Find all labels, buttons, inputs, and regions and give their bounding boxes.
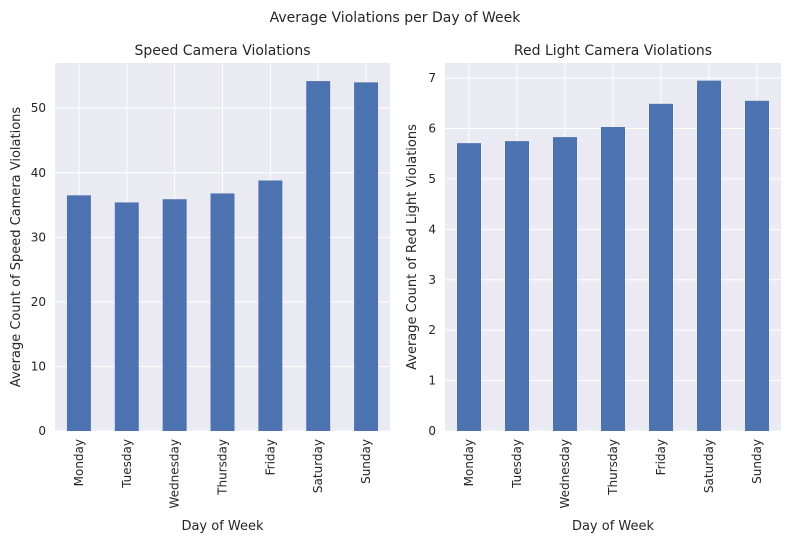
x-tick-label: Friday — [654, 439, 668, 475]
y-tick-label: 0 — [428, 424, 436, 438]
x-tick-label: Monday — [462, 439, 476, 486]
x-tick-label: Monday — [72, 439, 86, 486]
y-tick-label: 10 — [31, 359, 46, 373]
y-axis-label: Average Count of Speed Camera Violations — [9, 107, 24, 388]
x-tick-label: Thursday — [606, 439, 620, 496]
chart-title: Red Light Camera Violations — [514, 43, 712, 59]
x-tick-label: Thursday — [216, 439, 230, 496]
bar-monday — [457, 143, 481, 431]
bar-sunday — [745, 100, 769, 431]
y-tick-label: 5 — [428, 172, 436, 186]
chart-panel-2: 0 1 2 3 4 5 6 7 Monday Tuesday Wednesday Thursday Fr… — [405, 43, 781, 534]
y-tick-label: 30 — [31, 230, 46, 244]
bar-thursday — [601, 127, 625, 432]
chart-panel-1: 0 10 20 30 40 50 Monday Tuesday Wednesday Thursda… — [9, 43, 390, 534]
y-axis-label: Average Count of Red Light Violations — [405, 124, 420, 370]
y-tick-label: 4 — [428, 222, 436, 236]
bar-saturday — [697, 80, 721, 432]
figure-suptitle: Average Violations per Day of Week — [270, 10, 522, 26]
x-tick-label: Sunday — [750, 439, 764, 484]
bar-tuesday — [114, 202, 139, 431]
y-tick-label: 2 — [428, 323, 436, 337]
y-tick-label: 40 — [31, 166, 46, 180]
x-axis-label: Day of Week — [572, 519, 655, 534]
bar-sunday — [354, 82, 379, 432]
x-tick-label: Saturday — [702, 439, 716, 493]
y-tick-label: 1 — [428, 374, 436, 388]
y-tick-label: 7 — [428, 71, 436, 85]
bar-saturday — [306, 81, 331, 431]
bar-monday — [66, 195, 91, 431]
x-tick-label: Saturday — [311, 439, 325, 493]
x-axis-label: Day of Week — [181, 519, 264, 534]
y-tick-label: 0 — [38, 424, 46, 438]
y-tick-label: 6 — [428, 122, 436, 136]
bar-friday — [649, 103, 673, 431]
x-tick-label: Tuesday — [120, 439, 134, 489]
x-tick-label: Friday — [263, 439, 277, 475]
x-tick-label: Wednesday — [168, 439, 182, 508]
y-tick-label: 50 — [31, 101, 46, 115]
bar-tuesday — [505, 141, 529, 431]
x-tick-label: Sunday — [359, 439, 373, 484]
chart-title: Speed Camera Violations — [134, 43, 310, 59]
y-tick-label: 3 — [428, 273, 436, 287]
x-tick-label: Wednesday — [558, 439, 572, 508]
bar-wednesday — [162, 199, 187, 431]
bar-friday — [258, 180, 283, 431]
y-tick-label: 20 — [31, 295, 46, 309]
x-tick-label: Tuesday — [510, 439, 524, 489]
bar-thursday — [210, 193, 235, 431]
bar-wednesday — [553, 137, 577, 431]
